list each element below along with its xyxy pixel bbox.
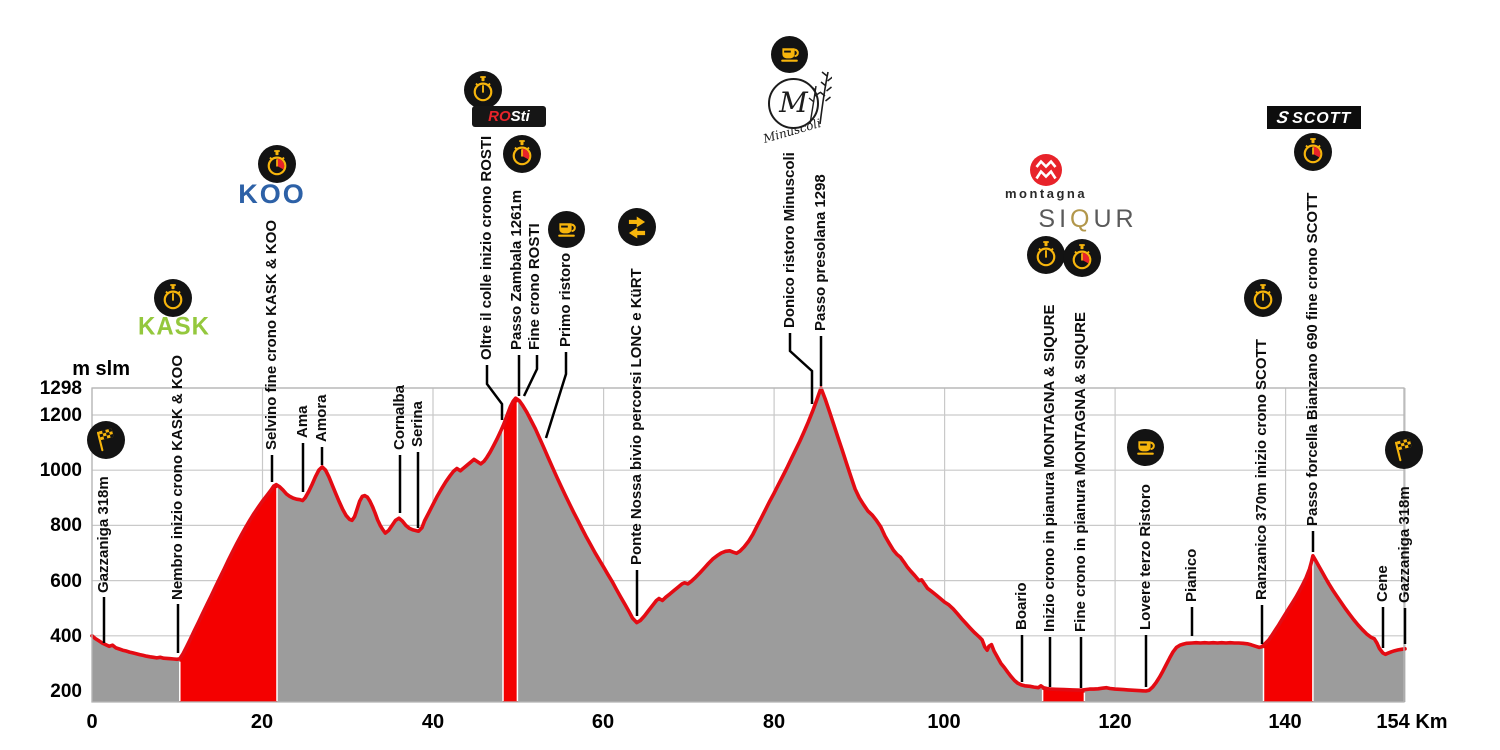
montagna-logo-mark xyxy=(1030,154,1062,186)
rosti-logo: ROSti xyxy=(472,106,546,127)
y-tick-800: 800 xyxy=(50,515,82,536)
x-tick-0: 0 xyxy=(86,711,98,733)
crono-end-siqure-icon xyxy=(1063,239,1101,277)
marker-leader-lines xyxy=(102,333,1407,688)
x-tick-100: 100 xyxy=(927,711,961,733)
koo-logo: KOO xyxy=(238,179,306,209)
kask-logo: KASK xyxy=(137,312,210,341)
marker-donico: Donico ristoro Minuscoli xyxy=(781,152,798,328)
marker-passo-presolana: Passo presolana 1298 xyxy=(812,174,829,331)
marker-cene: Cene xyxy=(1374,565,1391,602)
crono-end-koo-icon xyxy=(258,145,296,183)
finish-flag-icon xyxy=(1385,431,1423,469)
marker-serina: Serina xyxy=(409,401,426,447)
y-tick-200: 200 xyxy=(50,681,82,702)
crono-end-scott-icon xyxy=(1294,133,1332,171)
x-tick-80: 80 xyxy=(762,711,786,733)
ristoro-minuscoli-coffee-icon xyxy=(771,36,808,73)
marker-nembro: Nembro inizio crono KASK & KOO xyxy=(169,354,186,600)
crono-start-siqure-icon xyxy=(1027,236,1065,274)
crono-start-kask-icon xyxy=(154,279,192,317)
x-tick-60: 60 xyxy=(591,711,615,733)
y-tick-1200: 1200 xyxy=(39,405,82,426)
marker-oltre-il-colle: Oltre il colle inizio crono ROSTI xyxy=(478,135,495,360)
marker-ranzanico: Ranzanico 370m inizio crono SCOTT xyxy=(1253,339,1270,600)
marker-ponte-nossa: Ponte Nossa bivio percorsi LONC e KüRT xyxy=(628,268,645,565)
marker-passo-zambala-line2: Fine crono ROSTI xyxy=(526,223,543,350)
marker-selvino: Selvino fine crono KASK & KOO xyxy=(263,219,280,450)
marker-pianico: Pianico xyxy=(1183,548,1200,602)
marker-ama: Ama xyxy=(294,405,311,438)
marker-passo-zambala-line1: Passo Zambala 1261m xyxy=(508,189,525,350)
crono-start-rosti-icon xyxy=(464,71,502,109)
marker-gazzaniga-start: Gazzaniga 318m xyxy=(95,476,112,593)
x-tick-40: 40 xyxy=(421,711,445,733)
x-tick-120: 120 xyxy=(1098,711,1132,733)
y-tick-400: 400 xyxy=(50,626,82,647)
minuscoli-wheat-icon xyxy=(808,71,832,125)
marker-gazzaniga-finish: Gazzaniga 318m xyxy=(1396,486,1413,603)
y-tick-1298: 1298 xyxy=(39,378,82,399)
y-tick-1000: 1000 xyxy=(39,460,82,481)
marker-boario: Boario xyxy=(1013,582,1030,630)
rosti-logo-white: Sti xyxy=(510,108,530,125)
marker-cornalba: Cornalba xyxy=(391,384,408,450)
marker-passo-zambala: Passo Zambala 1261m Fine crono ROSTI xyxy=(508,190,544,350)
marker-fine-crono-pianura: Fine crono in pianura MONTAGNA & SIQURE xyxy=(1072,311,1089,632)
scott-logo-text: SCOTT xyxy=(1292,110,1352,127)
x-tick-154km: 154 Km xyxy=(1376,711,1448,733)
rosti-logo-red: RO xyxy=(488,108,511,125)
ristoro-coffee-icon xyxy=(548,211,585,248)
y-axis-title: m slm xyxy=(72,358,130,380)
siqur-logo-si: SI xyxy=(1038,205,1071,233)
x-tick-140: 140 xyxy=(1268,711,1302,733)
siqur-logo-q: Q xyxy=(1070,205,1094,233)
ristoro-lovere-coffee-icon xyxy=(1127,429,1164,466)
scott-logo: SSCOTT xyxy=(1267,106,1361,129)
scott-logo-emblem: S xyxy=(1274,108,1292,127)
marker-inizio-crono-pianura: Inizio crono in pianura MONTAGNA & SIQUR… xyxy=(1041,304,1058,632)
x-tick-20: 20 xyxy=(250,711,274,733)
crono-end-rosti-icon xyxy=(503,135,541,173)
start-flag-icon xyxy=(87,421,125,459)
y-tick-600: 600 xyxy=(50,571,82,592)
siqur-logo-ur: UR xyxy=(1093,205,1138,233)
crono-start-scott-icon xyxy=(1244,279,1282,317)
siqur-logo: SIQUR xyxy=(1028,205,1148,234)
bivio-arrows-icon xyxy=(618,208,656,246)
marker-lovere: Lovere terzo Ristoro xyxy=(1137,484,1154,630)
marker-primo-ristoro: Primo ristoro xyxy=(557,252,574,347)
marker-amora: Amora xyxy=(313,394,330,442)
marker-passo-forcella-bianzano: Passo forcella Bianzano 690 fine crono S… xyxy=(1304,192,1321,526)
montagna-logo-text: montagna xyxy=(1004,186,1088,201)
